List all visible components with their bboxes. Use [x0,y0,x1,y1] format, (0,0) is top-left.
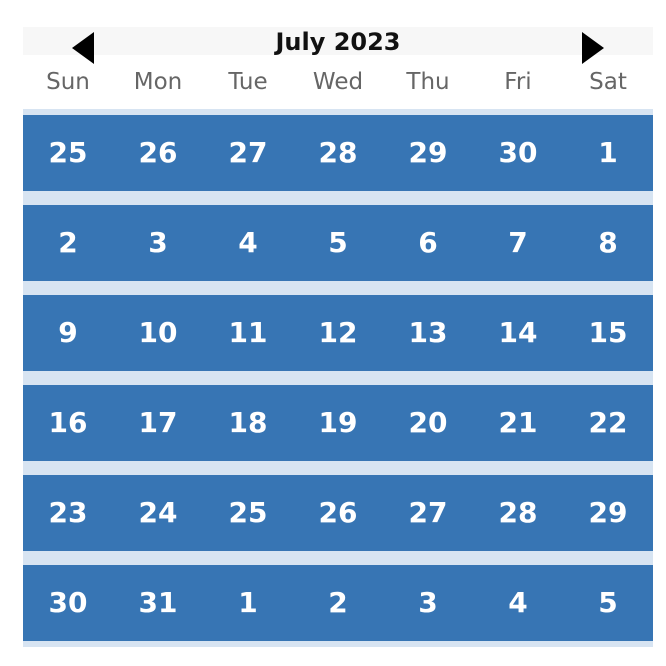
next-month-button[interactable] [582,32,604,64]
day-cell[interactable]: 11 [228,316,268,349]
day-cell[interactable]: 3 [148,226,168,259]
day-cell[interactable]: 22 [588,406,628,439]
day-cell[interactable]: 14 [498,316,538,349]
day-cell[interactable]: 28 [318,136,358,169]
day-cell[interactable]: 29 [408,136,448,169]
day-cell[interactable]: 1 [598,136,618,169]
day-cell[interactable]: 26 [138,136,178,169]
day-cell[interactable]: 19 [318,406,358,439]
day-cell[interactable]: 6 [418,226,438,259]
day-cell[interactable]: 26 [318,496,358,529]
day-cell[interactable]: 1 [238,586,258,619]
day-cell[interactable]: 20 [408,406,448,439]
day-cell[interactable]: 31 [138,586,178,619]
weekday-wed: Wed [312,69,364,95]
day-cell[interactable]: 4 [238,226,258,259]
day-cell[interactable]: 17 [138,406,178,439]
day-cell[interactable]: 30 [498,136,538,169]
calendar-grid: 25 26 27 28 29 30 1 2 3 4 5 6 7 8 9 10 1… [23,109,653,647]
day-cell[interactable]: 25 [48,136,88,169]
day-cell[interactable]: 7 [508,226,528,259]
day-cell[interactable]: 10 [138,316,178,349]
week-row: 2 3 4 5 6 7 8 [23,205,653,281]
day-cell[interactable]: 18 [228,406,268,439]
weekday-header-row: Sun Mon Tue Wed Thu Fri Sat [23,55,653,109]
day-cell[interactable]: 5 [328,226,348,259]
weekday-tue: Tue [228,69,268,95]
week-row: 23 24 25 26 27 28 29 [23,475,653,551]
week-row: 9 10 11 12 13 14 15 [23,295,653,371]
week-row: 30 31 1 2 3 4 5 [23,565,653,641]
day-cell[interactable]: 24 [138,496,178,529]
weekday-fri: Fri [504,69,532,95]
day-cell[interactable]: 5 [598,586,618,619]
prev-month-button[interactable] [72,32,94,64]
triangle-left-icon [72,32,94,64]
day-cell[interactable]: 13 [408,316,448,349]
day-cell[interactable]: 30 [48,586,88,619]
weekday-thu: Thu [406,69,450,95]
day-cell[interactable]: 4 [508,586,528,619]
day-cell[interactable]: 25 [228,496,268,529]
day-cell[interactable]: 9 [58,316,78,349]
weekday-mon: Mon [133,69,183,95]
day-cell[interactable]: 23 [48,496,88,529]
month-title: July 2023 [275,28,401,56]
week-row: 16 17 18 19 20 21 22 [23,385,653,461]
day-cell[interactable]: 16 [48,406,88,439]
calendar-header: July 2023 [23,27,653,64]
weekday-sun: Sun [46,69,90,95]
weekday-sat: Sat [589,69,627,95]
day-cell[interactable]: 8 [598,226,618,259]
day-cell[interactable]: 12 [318,316,358,349]
day-cell[interactable]: 2 [58,226,78,259]
day-cell[interactable]: 21 [498,406,538,439]
week-row: 25 26 27 28 29 30 1 [23,115,653,191]
calendar: July 2023 Sun Mon Tue Wed Thu Fri Sat 25… [23,27,653,647]
day-cell[interactable]: 27 [228,136,268,169]
day-cell[interactable]: 3 [418,586,438,619]
day-cell[interactable]: 15 [588,316,628,349]
day-cell[interactable]: 29 [588,496,628,529]
day-cell[interactable]: 28 [498,496,538,529]
day-cell[interactable]: 27 [408,496,448,529]
triangle-right-icon [582,32,604,64]
day-cell[interactable]: 2 [328,586,348,619]
